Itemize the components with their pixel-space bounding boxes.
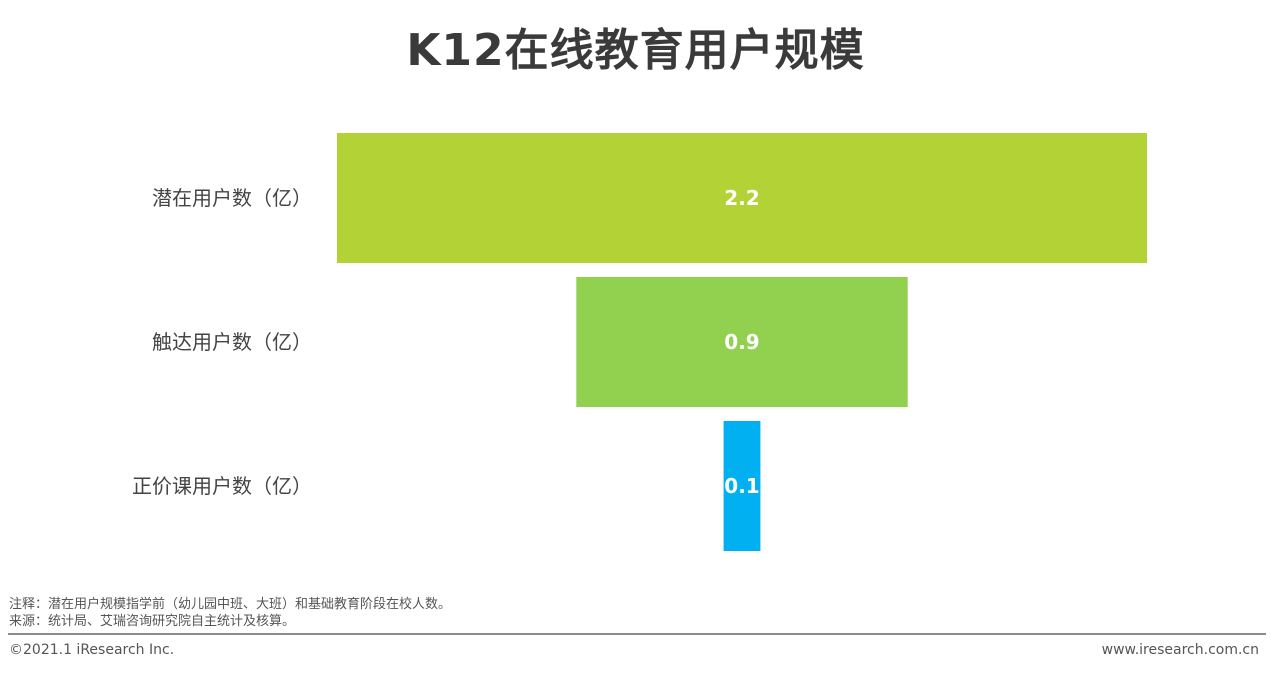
chart-source: 来源：统计局、艾瑞咨询研究院自主统计及核算。 — [9, 614, 296, 629]
category-label: 触达用户数（亿） — [152, 330, 312, 354]
bar-value-label: 2.2 — [724, 186, 759, 210]
funnel-bar — [723, 421, 761, 551]
bar-value-label: 0.1 — [724, 474, 759, 498]
bar-value-label: 0.9 — [724, 330, 759, 354]
chart-note: 注释：潜在用户规模指学前（幼儿园中班、大班）和基础教育阶段在校人数。 — [9, 597, 452, 612]
funnel-bar — [337, 133, 1147, 263]
copyright-text: ©2021.1 iResearch Inc. — [9, 642, 175, 658]
category-label: 潜在用户数（亿） — [152, 186, 312, 210]
footer-divider — [8, 633, 1266, 635]
chart-title: K12在线教育用户规模 — [406, 25, 865, 76]
category-label: 正价课用户数（亿） — [132, 474, 312, 498]
website-link[interactable]: www.iresearch.com.cn — [1101, 642, 1259, 658]
funnel-bar — [576, 277, 908, 407]
funnel-chart: 2.2 潜在用户数（亿） 0.9 触达用户数（亿） 0.1 正价课用户数（亿） — [132, 133, 1147, 551]
